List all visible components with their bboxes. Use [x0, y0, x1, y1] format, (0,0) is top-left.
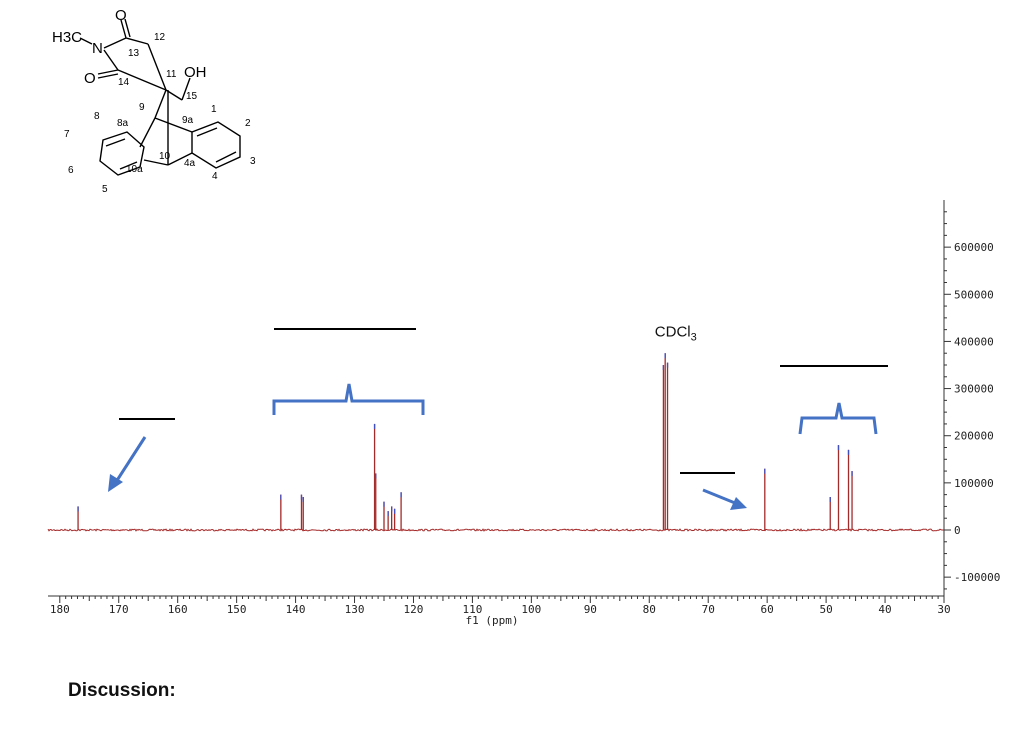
x-tick-label: 50 [819, 603, 832, 616]
methyl-label: H3C [52, 29, 82, 46]
y-tick-label: 600000 [954, 241, 994, 254]
atom-label-11: 11 [166, 69, 177, 80]
structure-labels: H3C N O O OH 12 13 11 14 15 1 9 9a 8 8a … [52, 7, 256, 195]
bond-10a-10 [143, 159, 169, 166]
atom-label-8: 8 [94, 111, 100, 122]
atom-label-15: 15 [186, 91, 198, 102]
bond-14-11 [117, 69, 167, 91]
x-tick-label: 80 [643, 603, 656, 616]
left-ring-double-bond-2 [119, 161, 138, 170]
y-tick-label: 0 [954, 524, 961, 537]
atom-label-12: 12 [154, 32, 166, 43]
chemical-structure: H3C N O O OH 12 13 11 14 15 1 9 9a 8 8a … [52, 7, 256, 195]
left-ring-double-bond-1 [105, 138, 126, 147]
x-tick-label: 60 [761, 603, 774, 616]
atom-label-14: 14 [118, 77, 130, 88]
x-tick-label: 160 [168, 603, 188, 616]
x-tick-label: 150 [227, 603, 247, 616]
y-tick-label: 100000 [954, 477, 994, 490]
x-tick-label: 140 [286, 603, 306, 616]
bond-11-15 [165, 89, 183, 101]
hydroxyl-label: OH [184, 64, 207, 81]
bond-N-CH3 [79, 37, 93, 45]
bond-14-O-b [97, 73, 119, 79]
oxygen-top-label: O [115, 7, 127, 24]
atom-label-6: 6 [68, 165, 74, 176]
bond-8a-9 [139, 117, 156, 148]
oxygen-left-label: O [84, 70, 96, 87]
y-tick-label: 200000 [954, 430, 994, 443]
atom-label-10: 10 [159, 151, 171, 162]
annotation-label-0: CDCl3 [655, 324, 697, 344]
atom-label-13: 13 [128, 48, 140, 59]
atom-label-4: 4 [212, 171, 218, 182]
atom-label-9a: 9a [182, 115, 194, 126]
y-tick-label: 400000 [954, 335, 994, 348]
x-tick-label: 170 [109, 603, 129, 616]
y-tick-label: 300000 [954, 383, 994, 396]
chart-annotation-layer: CDCl3 [655, 324, 697, 344]
spectrum-layer [47, 353, 945, 532]
nmr-spectrum-chart: CDCl3 180 170 160 150 140 130 120 110 100 90 80 70 6… [47, 200, 1000, 627]
x-tick-label: 110 [462, 603, 482, 616]
x-tick-label: 90 [584, 603, 597, 616]
x-tick-label: 120 [404, 603, 424, 616]
atom-label-2: 2 [245, 118, 251, 129]
bracket-aromatic [272, 383, 425, 415]
bond-13-O-a [120, 19, 127, 39]
nitrogen-label: N [92, 40, 103, 57]
x-axis-label: f1 (ppm) [466, 614, 519, 627]
right-ring-double-bond-2 [215, 151, 237, 163]
arrow-ch2oh [702, 488, 747, 510]
bond-10-4a [167, 152, 193, 166]
y-axis: 600000 500000 400000 300000 200000 100000 0 -10… [943, 200, 1000, 596]
x-tick-label: 100 [521, 603, 541, 616]
y-tick-label: 500000 [954, 288, 994, 301]
arrow-carbonyl [108, 436, 147, 492]
x-tick-label: 180 [50, 603, 70, 616]
right-ring-double-bond-1 [196, 127, 218, 137]
bond-N-14 [103, 49, 119, 71]
bracket-aliphatic [798, 402, 878, 435]
atom-label-7: 7 [64, 129, 70, 140]
atom-label-5: 5 [102, 184, 108, 195]
atom-label-9: 9 [139, 102, 145, 113]
atom-label-3: 3 [250, 156, 256, 167]
x-tick-label: 30 [937, 603, 950, 616]
atom-label-8a: 8a [117, 118, 129, 129]
bond-13-N [103, 37, 127, 49]
x-tick-label: 70 [702, 603, 715, 616]
bond-9-11 [154, 89, 167, 119]
bond-14-O-a [97, 69, 119, 75]
y-tick-label: -100000 [954, 571, 1000, 584]
bond-13-O-b [124, 18, 131, 38]
atom-label-1: 1 [211, 104, 217, 115]
bond-12-13 [125, 37, 149, 45]
annotation-marks [108, 328, 888, 510]
x-axis: 180 170 160 150 140 130 120 110 100 90 80 70 60 50 40 3… [48, 595, 951, 616]
atom-label-4a: 4a [184, 158, 196, 169]
left-benzene-ring [99, 131, 145, 176]
bond-9-9a [154, 117, 193, 133]
x-tick-label: 40 [878, 603, 891, 616]
atom-label-10a: 10a [126, 164, 143, 175]
spectrum-baseline [47, 528, 945, 532]
x-tick-label: 130 [345, 603, 365, 616]
discussion-label: Discussion: [68, 680, 176, 701]
bond-11-12 [147, 43, 167, 91]
bond-15-OH [181, 77, 191, 101]
